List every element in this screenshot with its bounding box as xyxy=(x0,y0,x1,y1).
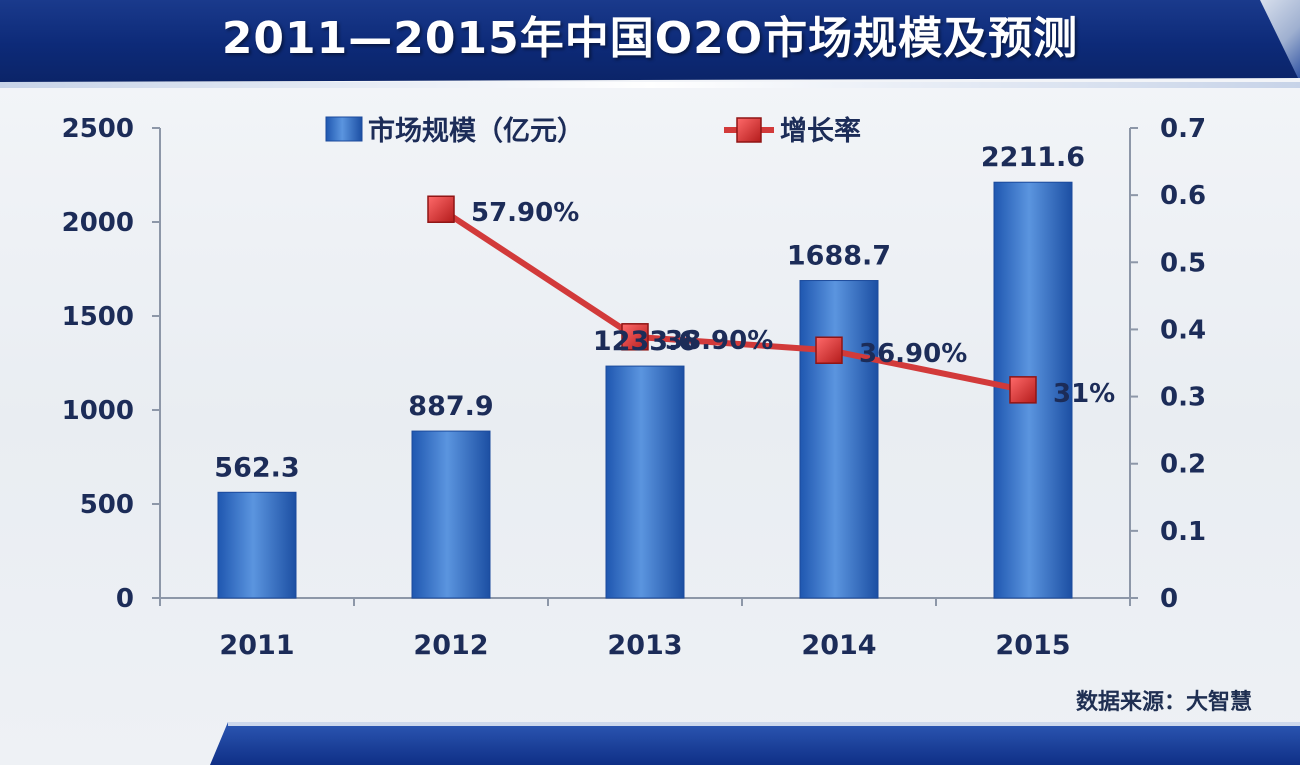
bar-value-label: 2211.6 xyxy=(981,142,1085,173)
right-tick-label: 0 xyxy=(1160,584,1178,614)
bar-value-label: 562.3 xyxy=(214,452,299,483)
left-tick-label: 2500 xyxy=(62,114,134,144)
data-labels: 562.3 887.9 1233.6 1688.7 2211.6 57.90% 38.90%… xyxy=(214,142,1115,483)
bar xyxy=(605,365,685,599)
x-tick-label: 2012 xyxy=(413,630,488,661)
right-tick-label: 0.4 xyxy=(1160,315,1206,345)
left-tick-label: 0 xyxy=(116,584,134,614)
left-tick-label: 1500 xyxy=(62,302,134,332)
bar xyxy=(217,491,297,599)
bar xyxy=(799,280,879,599)
growth-marker xyxy=(427,195,455,223)
growth-value-label: 36.90% xyxy=(859,339,967,369)
growth-value-label: 31% xyxy=(1053,379,1115,409)
growth-marker xyxy=(1009,376,1037,404)
legend-marker-swatch xyxy=(736,117,762,143)
growth-value-label: 57.90% xyxy=(471,198,579,228)
bar-value-label: 1688.7 xyxy=(787,241,891,272)
right-tick-label: 0.1 xyxy=(1160,517,1206,547)
x-tick-label: 2013 xyxy=(607,630,682,661)
left-tick-label: 1000 xyxy=(62,396,134,426)
growth-marker xyxy=(621,323,649,351)
axes: 0 500 1000 1500 2000 2500 0 0.1 0.2 0.3 0.4 0.5 0.6 0… xyxy=(62,114,1206,661)
x-tick-label: 2011 xyxy=(219,630,294,661)
title-banner xyxy=(0,0,1300,82)
growth-line-series xyxy=(427,195,1037,404)
x-tick-label: 2014 xyxy=(801,630,876,661)
growth-line xyxy=(439,206,1024,393)
bottom-band xyxy=(210,722,1300,765)
right-tick-label: 0.3 xyxy=(1160,383,1206,413)
bar xyxy=(411,430,491,599)
right-tick-label: 0.6 xyxy=(1160,181,1206,211)
x-tick-label: 2015 xyxy=(995,630,1070,661)
bar-value-label: 1233.6 xyxy=(593,326,697,357)
source-note: 数据来源：大智慧 xyxy=(1075,690,1252,715)
title-divider xyxy=(0,82,1300,88)
legend-bar-label: 市场规模（亿元） xyxy=(368,115,584,147)
bar-series xyxy=(217,181,1073,599)
left-tick-label: 2000 xyxy=(62,208,134,238)
legend-bar-swatch xyxy=(325,116,363,142)
bar-value-label: 887.9 xyxy=(408,391,493,422)
left-tick-label: 500 xyxy=(80,490,134,520)
legend-line-label: 增长率 xyxy=(780,115,861,147)
right-tick-label: 0.5 xyxy=(1160,248,1206,278)
chart-title: 2011—2015年中国O2O市场规模及预测 xyxy=(221,13,1079,64)
right-tick-label: 0.2 xyxy=(1160,450,1206,480)
right-tick-label: 0.7 xyxy=(1160,114,1206,144)
growth-value-label: 38.90% xyxy=(665,326,773,356)
growth-marker xyxy=(815,336,843,364)
legend: 市场规模（亿元） 增长率 xyxy=(325,115,861,147)
